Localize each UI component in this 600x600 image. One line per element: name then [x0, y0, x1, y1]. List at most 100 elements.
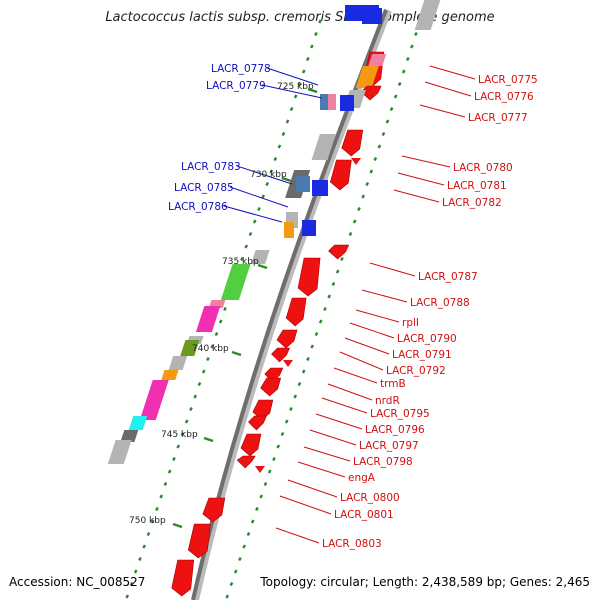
callout-line: [275, 527, 320, 544]
callout-line: [229, 186, 289, 208]
cds-small: [351, 158, 361, 165]
tick-mark: [301, 69, 306, 74]
cds-block: [168, 356, 188, 370]
callout-line: [429, 65, 476, 80]
tick-mark: [259, 494, 264, 499]
tick-mark: [155, 506, 159, 512]
callout-line: [339, 351, 384, 371]
tick-mark: [250, 519, 255, 524]
callout-line: [287, 479, 338, 498]
kbp-tick: [257, 263, 268, 270]
tick-mark: [197, 381, 202, 387]
callout-line: [333, 367, 378, 384]
tick-mark: [340, 256, 344, 262]
kbp-tick: [281, 176, 292, 183]
kbp-label: 725 kbp: [277, 82, 314, 92]
gene-label-forward: LACR_0790: [397, 333, 457, 345]
gene-labels: LACR_0775 LACR_0776 LACR_0777 LACR_0780 LACR…: [168, 63, 538, 550]
cds-arrow: [236, 455, 256, 469]
callout-line: [321, 397, 368, 414]
cds-block: [251, 250, 270, 264]
tick-mark: [218, 319, 223, 324]
tick-mark: [229, 581, 234, 587]
cds-block: [355, 66, 379, 88]
gene-label-forward: LACR_0782: [442, 197, 502, 209]
cds-arrow: [187, 523, 211, 559]
tick-mark: [293, 94, 298, 99]
cds-block: [128, 416, 148, 430]
tick-mark: [314, 31, 318, 37]
cds-block: [139, 380, 169, 420]
tick-mark: [397, 81, 402, 87]
tick-mark: [289, 106, 294, 112]
tick-mark: [393, 94, 398, 99]
gene-label-forward: LACR_0795: [370, 408, 430, 420]
cds-reverse: [340, 95, 354, 111]
cds-small: [339, 246, 349, 253]
kbp-tick: [203, 436, 214, 443]
cds-arrow: [271, 347, 291, 363]
tick-mark: [233, 569, 238, 574]
cds-arrow: [260, 377, 282, 397]
tick-mark: [310, 344, 315, 349]
cds-reverse: [296, 176, 310, 192]
cds-reverse: [284, 222, 294, 238]
tick-mark: [306, 356, 310, 362]
cds-block: [368, 54, 387, 66]
cds-block: [311, 134, 336, 160]
tick-mark: [401, 69, 406, 74]
callout-line: [369, 262, 416, 277]
callout-line: [361, 289, 408, 303]
tick-mark: [238, 556, 242, 562]
cds-arrow: [285, 297, 307, 327]
gene-label-forward: LACR_0781: [447, 180, 507, 192]
tick-mark: [125, 594, 130, 599]
gene-label-forward: LACR_0791: [392, 349, 452, 361]
gene-label-reverse: LACR_0785: [174, 182, 234, 194]
gene-label-forward: trmB: [380, 378, 406, 390]
tick-mark: [318, 319, 323, 324]
gene-label-forward: LACR_0775: [478, 74, 538, 86]
tick-mark: [252, 219, 257, 224]
cds-arrow: [276, 329, 298, 349]
gene-label-forward: nrdR: [375, 395, 400, 407]
kbp-label: 735 kbp: [222, 257, 259, 267]
callout-line: [327, 383, 373, 401]
tick-mark: [305, 56, 310, 62]
tick-mark: [255, 506, 259, 512]
tick-mark: [150, 519, 155, 524]
tick-mark: [348, 231, 353, 237]
label-callouts: [223, 65, 476, 544]
tick-mark: [327, 294, 332, 299]
gene-label-forward: LACR_0787: [418, 271, 478, 283]
cds-arrow: [297, 257, 321, 297]
gene-label-forward: rplI: [402, 317, 419, 329]
tick-mark: [297, 81, 302, 87]
gene-label-forward: LACR_0788: [410, 297, 470, 309]
cds-block: [120, 430, 139, 442]
kbp-scale-labels: 725 kbp 730 kbp 735 kbp 740 kbp 745 kbp 750 k…: [129, 82, 318, 529]
cds-reverse: [362, 8, 382, 24]
callout-line: [349, 322, 395, 339]
tick-mark: [257, 206, 261, 212]
tick-mark: [301, 369, 306, 374]
tick-mark: [201, 369, 206, 374]
tick-mark: [244, 244, 249, 249]
cds-reverse: [320, 94, 330, 110]
tick-mark: [389, 106, 394, 112]
tick-mark: [331, 281, 336, 287]
cds-block: [195, 306, 221, 332]
gene-label-forward: LACR_0780: [453, 162, 513, 174]
callout-line: [303, 446, 351, 462]
tick-mark: [281, 131, 286, 137]
tick-mark: [285, 119, 290, 124]
gene-label-reverse: LACR_0783: [181, 161, 241, 173]
tick-mark: [273, 156, 278, 162]
tick-mark: [184, 419, 189, 424]
tick-mark: [310, 44, 314, 49]
kbp-label: 745 kbp: [161, 430, 198, 440]
tick-mark: [381, 131, 386, 137]
tick-mark: [189, 406, 193, 412]
tick-mark: [365, 181, 370, 187]
